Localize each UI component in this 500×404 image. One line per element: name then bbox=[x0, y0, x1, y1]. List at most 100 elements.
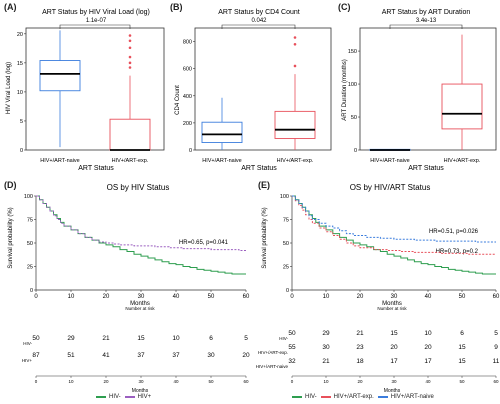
survival-curve-1 bbox=[292, 195, 496, 255]
y-axis-label: CD4 Count bbox=[175, 85, 181, 115]
outlier-point bbox=[128, 34, 132, 37]
chart-title: ART Status by CD4 Count bbox=[218, 9, 300, 16]
km-plot-hiv-art-status: OS by HIV/ART Status Survival probabilit… bbox=[256, 183, 500, 394]
risk-row-label: HIV+ bbox=[22, 358, 33, 363]
legend-item-art-exp: HIV+/ART-exp. bbox=[320, 394, 374, 400]
outlier-point bbox=[128, 39, 132, 43]
x-tick-label-exp: HIV+/ART-exp. bbox=[277, 158, 314, 164]
panel-label-e: (E) bbox=[258, 180, 270, 190]
box bbox=[201, 121, 243, 143]
y-tick-label: 0 bbox=[354, 148, 357, 154]
boxplot-cd4-count: ART Status by CD4 Count CD4 Count ART St… bbox=[175, 9, 332, 172]
outlier-point bbox=[293, 42, 297, 46]
plot-area-border bbox=[359, 27, 497, 151]
survival-curve-2 bbox=[292, 195, 496, 243]
x-tick-label: 10 bbox=[68, 294, 75, 300]
risk-table-value: 15 bbox=[458, 344, 466, 351]
risk-x-tick-label: 10 bbox=[323, 379, 329, 384]
y-axis-label: HIV Viral Load (log) bbox=[6, 62, 12, 114]
risk-x-tick-label: 60 bbox=[243, 379, 249, 384]
risk-table-value: 17 bbox=[424, 358, 432, 365]
y-tick-label: 150 bbox=[348, 49, 357, 55]
risk-table-value: 21 bbox=[356, 330, 364, 337]
risk-table-value: 20 bbox=[390, 344, 398, 351]
risk-table-value: 37 bbox=[172, 352, 180, 359]
survival-curve-0 bbox=[292, 195, 496, 275]
y-tick-label: 0 bbox=[30, 288, 33, 294]
risk-row-label: HIV- bbox=[279, 336, 288, 341]
comparison-bracket bbox=[389, 24, 463, 29]
x-axis-label: ART Status bbox=[241, 165, 277, 172]
risk-table-value: 37 bbox=[137, 352, 145, 359]
x-tick-label: 50 bbox=[208, 294, 215, 300]
panel-label-a: (A) bbox=[4, 2, 17, 12]
hr-annotation: HR=0.65, p=0.041 bbox=[179, 240, 229, 246]
risk-table-value: 5 bbox=[494, 330, 498, 337]
y-tick-label: 0 bbox=[286, 288, 289, 294]
plot-area-border bbox=[194, 27, 332, 151]
survival-curve-0 bbox=[36, 195, 246, 275]
y-axis-label: Survival probability (%) bbox=[262, 207, 268, 268]
risk-x-tick-label: 0 bbox=[35, 379, 38, 384]
y-tick-label: 75 bbox=[283, 218, 289, 224]
risk-x-tick-label: 50 bbox=[208, 379, 214, 384]
y-tick-label: 50 bbox=[351, 115, 357, 121]
risk-table-value: 51 bbox=[67, 352, 75, 359]
x-tick-label: 0 bbox=[290, 294, 294, 300]
risk-x-tick-label: 20 bbox=[103, 379, 109, 384]
chart-title: OS by HIV Status bbox=[107, 183, 170, 192]
boxplot-art-duration: ART Status by ART Duration ART Duration … bbox=[342, 9, 497, 172]
outlier-point bbox=[293, 36, 297, 39]
x-tick-label-exp: HIV+/ART-exp. bbox=[112, 158, 149, 164]
risk-row-label: HIV+/ART-naive bbox=[256, 364, 289, 369]
legend-swatch bbox=[124, 396, 135, 398]
legend-item-hiv-neg: HIV- bbox=[292, 394, 317, 400]
legend-item-art-naive: HIV+/ART-naive bbox=[377, 394, 434, 400]
risk-x-tick-label: 50 bbox=[459, 379, 465, 384]
y-tick-label: 0 bbox=[20, 148, 23, 154]
risk-table-value: 21 bbox=[102, 335, 110, 342]
risk-x-axis-label: Months bbox=[132, 388, 149, 394]
chart-title: ART Status by HIV Viral Load (log) bbox=[42, 9, 150, 16]
x-tick-label: 10 bbox=[323, 294, 330, 300]
panel-label-c: (C) bbox=[338, 2, 351, 12]
risk-x-tick-label: 0 bbox=[291, 379, 294, 384]
outlier-point bbox=[128, 61, 132, 65]
x-tick-label: 20 bbox=[357, 294, 364, 300]
risk-x-tick-label: 30 bbox=[138, 379, 144, 384]
risk-table-value: 32 bbox=[288, 358, 296, 365]
km-plot-hiv-status: OS by HIV Status Survival probability (%… bbox=[8, 183, 250, 394]
x-tick-label-naive: HIV+/ART-naive bbox=[370, 158, 410, 164]
y-tick-label: 600 bbox=[183, 67, 192, 73]
risk-x-tick-label: 30 bbox=[391, 379, 397, 384]
legend-label: HIV+/ART-naive bbox=[390, 394, 434, 400]
legend-label: HIV- bbox=[109, 394, 121, 400]
chart-title: ART Status by ART Duration bbox=[382, 9, 471, 16]
x-tick-label: 0 bbox=[34, 294, 38, 300]
risk-table-value: 30 bbox=[207, 352, 215, 359]
box bbox=[441, 83, 483, 130]
y-tick-label: 50 bbox=[27, 241, 33, 247]
risk-x-tick-label: 60 bbox=[493, 379, 499, 384]
legend-swatch bbox=[292, 396, 302, 398]
risk-table-value: 41 bbox=[102, 352, 110, 359]
p-value-label: 1.1e-07 bbox=[86, 18, 107, 24]
risk-table-value: 20 bbox=[242, 352, 250, 359]
risk-table-value: 50 bbox=[32, 335, 40, 342]
risk-table-value: 10 bbox=[424, 330, 432, 337]
y-tick-label: 100 bbox=[280, 194, 289, 200]
risk-table-value: 15 bbox=[458, 358, 466, 365]
risk-table-value: 9 bbox=[494, 344, 498, 351]
risk-table-value: 87 bbox=[32, 352, 40, 359]
x-tick-label: 60 bbox=[493, 294, 500, 300]
chart-title: OS by HIV/ART Status bbox=[350, 183, 431, 192]
box bbox=[39, 60, 81, 92]
risk-x-tick-label: 40 bbox=[425, 379, 431, 384]
risk-table-value: 29 bbox=[67, 335, 75, 342]
outlier-point bbox=[293, 64, 297, 68]
y-tick-label: 5 bbox=[20, 119, 23, 125]
p-value-label: 3.4e-13 bbox=[416, 18, 437, 24]
x-axis-label: ART Status bbox=[78, 165, 114, 172]
risk-table-value: 20 bbox=[424, 344, 432, 351]
outlier-point bbox=[128, 66, 132, 69]
